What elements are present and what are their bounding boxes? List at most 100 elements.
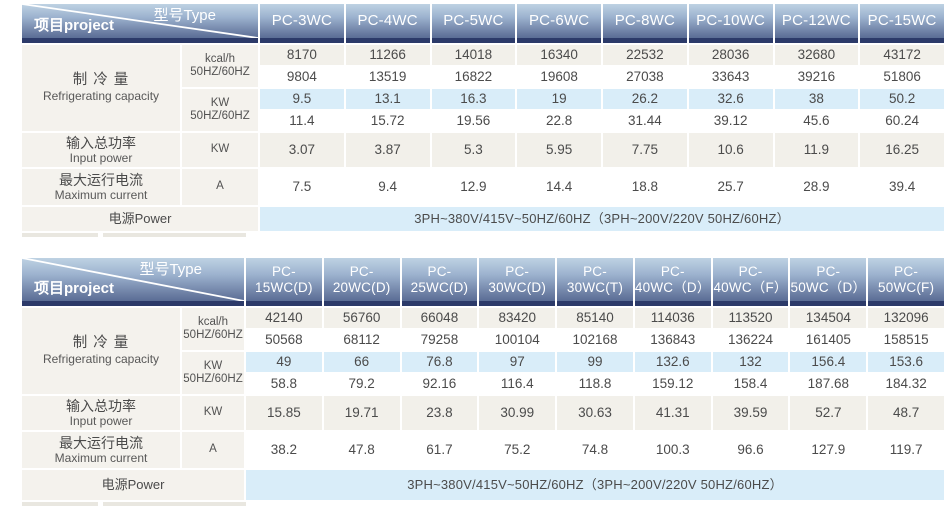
value-cell: 118.8 <box>557 374 633 394</box>
value-cell: 13519 <box>345 67 430 87</box>
unit-label: A <box>209 443 217 456</box>
value-cell: 187.68 <box>790 374 867 394</box>
unit-label: KW <box>203 359 223 372</box>
value-cell: 48.7 <box>868 396 944 430</box>
value-cell: 39.59 <box>712 396 789 430</box>
value-cell: 153.6 <box>868 352 944 372</box>
model-name-line: 20WC(D) <box>332 279 391 295</box>
unit-kcal-cell: kcal/h 50HZ/60HZ <box>182 45 258 87</box>
label-cn: 最大运行电流 <box>59 171 143 188</box>
value-cell: 30.63 <box>557 396 633 430</box>
label-en: Refrigerating capacity <box>42 88 160 103</box>
value-cell: 158515 <box>868 330 944 350</box>
value-cell: 13.1 <box>345 89 430 109</box>
label-en: Input power <box>69 150 133 165</box>
value-cell: 127.9 <box>790 432 867 468</box>
unit-label: KW <box>210 96 230 109</box>
model-name-line: 50WC(F) <box>878 279 935 295</box>
model-name-line: PC- <box>271 263 296 279</box>
value-cell: 100104 <box>479 330 556 350</box>
value-cell: 76.8 <box>401 352 478 372</box>
value-cell: 7.5 <box>260 169 344 205</box>
value-cell: 28.9 <box>774 169 859 205</box>
model-header: PC-5WC <box>431 4 516 43</box>
model-header: PC- 30WC(D) <box>479 258 556 306</box>
value-cell: 16340 <box>517 45 601 65</box>
model-header: PC- 50WC(F) <box>868 258 944 306</box>
diagonal-line <box>22 258 244 301</box>
unit-label: 50HZ/60HZ <box>183 373 243 385</box>
model-header: PC-10WC <box>688 4 773 43</box>
value-cell: 161405 <box>790 330 867 350</box>
value-cell: 51806 <box>860 67 944 87</box>
value-cell: 83420 <box>479 308 556 328</box>
value-cell: 8170 <box>260 45 344 65</box>
value-cell: 39216 <box>774 67 859 87</box>
value-cell: 7.75 <box>603 133 687 167</box>
value-cell: 16822 <box>431 67 516 87</box>
cutoff-row-strip <box>22 233 98 237</box>
label-en: Maximum current <box>54 450 148 465</box>
model-name-line: 50WC（D） <box>790 279 867 295</box>
value-cell: 19.56 <box>431 111 516 131</box>
value-cell: 19 <box>517 89 601 109</box>
value-cell: 97 <box>479 352 556 372</box>
value-cell: 9804 <box>260 67 344 87</box>
power-label: 电源Power <box>22 470 244 500</box>
model-header: PC- 30WC(T) <box>557 258 633 306</box>
value-cell: 74.8 <box>557 432 633 468</box>
value-cell: 52.7 <box>790 396 867 430</box>
value-cell: 132.6 <box>634 352 711 372</box>
value-cell: 39.12 <box>688 111 773 131</box>
value-cell: 116.4 <box>479 374 556 394</box>
model-name-line: 30WC(T) <box>566 279 624 295</box>
value-cell: 11.9 <box>774 133 859 167</box>
value-cell: 132 <box>712 352 789 372</box>
value-cell: 3.07 <box>260 133 344 167</box>
value-cell: 16.25 <box>860 133 944 167</box>
unit-label: KW <box>203 406 223 419</box>
value-cell: 14.4 <box>517 169 601 205</box>
type-project-corner: 型号Type 项目project <box>22 258 244 306</box>
model-header: PC- 15WC(D) <box>246 258 322 306</box>
model-name-line: 25WC(D) <box>410 279 469 295</box>
value-cell: 25.7 <box>688 169 773 205</box>
label-cn: 制 冷 量 <box>72 335 130 352</box>
value-cell: 42140 <box>246 308 322 328</box>
label-cn: 制 冷 量 <box>72 72 130 89</box>
value-cell: 27038 <box>603 67 687 87</box>
model-name-line: PC-12WC <box>781 12 851 30</box>
partial-row <box>22 233 944 238</box>
model-name-line: 40WC（D） <box>634 279 711 295</box>
model-name-line: PC- <box>583 263 607 279</box>
model-header: PC-15WC <box>860 4 944 43</box>
max-current-unit-cell: A <box>182 169 258 205</box>
model-header: PC-8WC <box>603 4 687 43</box>
model-name-line: 40WC（F） <box>713 279 788 295</box>
model-header: PC-6WC <box>517 4 601 43</box>
diagonal-line <box>22 4 258 38</box>
input-power-unit-cell: KW <box>182 396 244 430</box>
value-cell: 75.2 <box>479 432 556 468</box>
max-current-label: 最大运行电流 Maximum current <box>22 432 180 468</box>
cutoff-row-strip <box>103 502 246 506</box>
value-cell: 10.6 <box>688 133 773 167</box>
value-cell: 50568 <box>246 330 322 350</box>
label-cn: 输入总功率 <box>66 134 136 151</box>
value-cell: 96.6 <box>712 432 789 468</box>
value-cell: 19.71 <box>323 396 400 430</box>
value-cell: 114036 <box>634 308 711 328</box>
model-name-line: 30WC(D) <box>488 279 547 295</box>
value-cell: 45.6 <box>774 111 859 131</box>
model-header: PC- 40WC（F） <box>712 258 789 306</box>
capacity-label: 制 冷 量 Refrigerating capacity <box>22 308 180 394</box>
unit-label: KW <box>210 143 230 156</box>
model-name-line: PC- <box>816 263 841 279</box>
input-power-unit-cell: KW <box>182 133 258 167</box>
value-cell: 49 <box>246 352 322 372</box>
value-cell: 18.8 <box>603 169 687 205</box>
power-label: 电源Power <box>22 207 258 231</box>
value-cell: 43172 <box>860 45 944 65</box>
value-cell: 11.4 <box>260 111 344 131</box>
label-cn: 最大运行电流 <box>59 434 143 451</box>
